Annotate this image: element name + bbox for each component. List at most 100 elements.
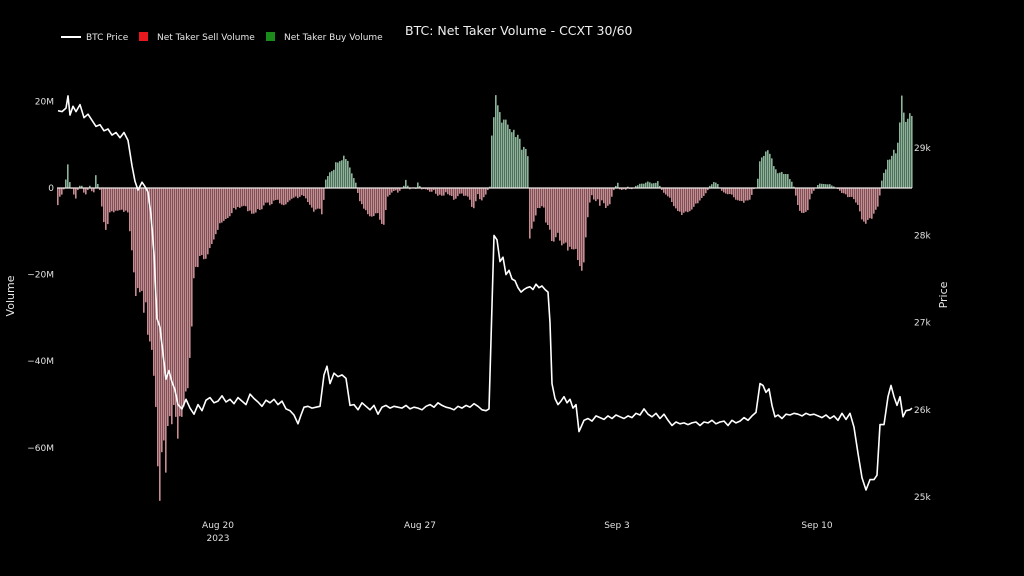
sell-volume-bar [379,188,381,220]
sell-volume-bar [383,188,385,225]
buy-volume-bar [507,124,509,188]
sell-volume-bar [61,188,63,195]
buy-volume-bar [499,112,501,188]
left-axis-ticks: 20M 0 −20M −40M −60M [27,97,54,453]
legend-label: Net Taker Sell Volume [157,33,255,43]
sell-volume-bar [165,188,167,473]
sell-volume-bar [437,188,439,196]
sell-volume-bar [863,188,865,222]
buy-volume-bar [645,182,647,188]
buy-volume-bar [325,179,327,188]
x-tick-year: 2023 [207,534,230,544]
sell-volume-bar [237,188,239,208]
sell-volume-bar [111,188,113,212]
sell-volume-bar [679,188,681,212]
sell-volume-bar [229,188,231,217]
buy-volume-bar [757,178,759,188]
sell-volume-bar [455,188,457,199]
sell-volume-bar [369,188,371,217]
buy-volume-bar [895,153,897,188]
sell-volume-bar [205,188,207,259]
buy-volume-bar [355,182,357,188]
sell-volume-bar [183,188,185,407]
right-tick-label: 29k [914,144,931,154]
sell-volume-bar [693,188,695,207]
sell-volume-bar [691,188,693,210]
sell-volume-bar [129,188,131,232]
sell-volume-bar [247,188,249,212]
sell-volume-bar [529,188,531,239]
buy-volume-bar [773,166,775,188]
sell-volume-bar [159,188,161,501]
sell-volume-bar [459,188,461,194]
buy-volume-bar [491,135,493,188]
buy-volume-bar [523,146,525,188]
sell-volume-bar [667,188,669,197]
sell-volume-bar [249,188,251,211]
buy-volume-bar [617,182,619,188]
sell-volume-bar [807,188,809,211]
sell-volume-bar [859,188,861,212]
sell-volume-bar [233,188,235,209]
sell-volume-bar [581,188,583,271]
sell-volume-bar [57,188,59,206]
buy-volume-bar [901,95,903,188]
sell-volume-bar [127,188,129,213]
legend-item-sell-volume[interactable]: Net Taker Sell Volume [139,32,255,43]
sell-volume-bar [367,188,369,215]
sell-volume-bar [469,188,471,200]
sell-volume-bar [191,188,193,327]
sell-volume-bar [703,188,705,196]
x-tick-label: Aug 20 [202,521,234,531]
sell-volume-bar [701,188,703,198]
sell-volume-bar [197,188,199,268]
buy-volume-bar [527,156,529,188]
buy-volume-bar [897,142,899,188]
sell-volume-bar [307,188,309,203]
sell-volume-bar [429,188,431,192]
sell-volume-bar [533,188,535,222]
left-tick-label: 20M [35,97,54,107]
sell-volume-bar [177,188,179,439]
sell-volume-bar [131,188,133,251]
sell-volume-bar [663,188,665,193]
sell-volume-bar [281,188,283,205]
sell-volume-bar [549,188,551,230]
buy-volume-bar [789,179,791,188]
volume-bars [57,95,913,501]
right-tick-label: 25k [914,493,931,503]
sell-volume-bar [321,188,323,215]
sell-volume-bar [109,188,111,213]
x-tick-label: Aug 27 [404,521,436,531]
sell-volume-bar [119,188,121,211]
sell-volume-bar [75,188,77,199]
buy-volume-bar [791,181,793,188]
sell-volume-bar [141,188,143,291]
buy-volume-bar [407,185,409,188]
sell-volume-bar [541,188,543,207]
buy-volume-bar [827,184,829,188]
buy-volume-bar [639,183,641,188]
sell-volume-bar [189,188,191,358]
sell-volume-bar [611,188,613,197]
sell-volume-bar [461,188,463,194]
sell-volume-bar [683,188,685,213]
buy-volume-bar [823,183,825,188]
sell-volume-bar [447,188,449,195]
sell-volume-bar [531,188,533,229]
sell-volume-bar [705,188,707,194]
sell-volume-bar [385,188,387,211]
buy-volume-bar [765,151,767,188]
legend-item-buy-volume[interactable]: Net Taker Buy Volume [266,32,383,43]
sell-volume-bar [113,188,115,213]
sell-volume-bar [439,188,441,195]
sell-volume-bar [575,188,577,249]
sell-volume-bar [143,188,145,313]
sell-volume-bar [309,188,311,205]
buy-volume-bar [655,182,657,188]
buy-volume-bar [779,172,781,188]
legend-item-btc-price[interactable]: BTC Price [61,33,129,43]
sell-volume-bar [59,188,61,197]
sell-volume-bar [877,188,879,207]
sell-volume-bar [441,188,443,196]
